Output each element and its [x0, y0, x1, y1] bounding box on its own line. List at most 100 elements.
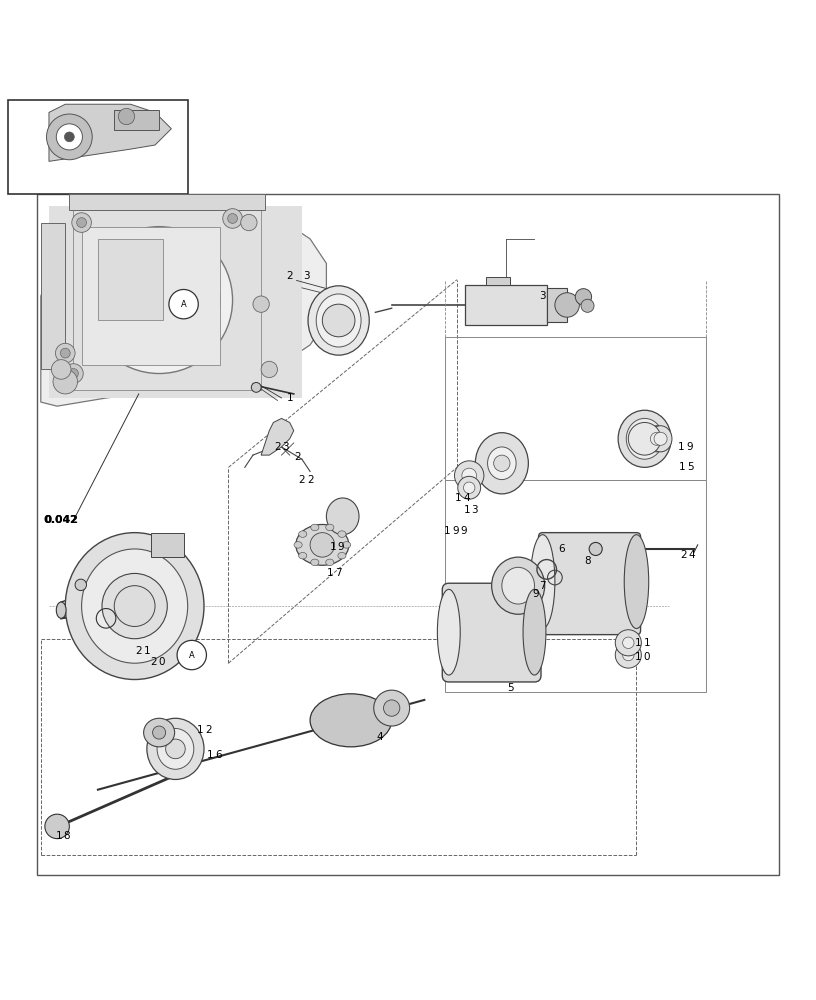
- Polygon shape: [486, 277, 510, 285]
- Circle shape: [51, 360, 71, 379]
- Bar: [547, 288, 567, 322]
- Circle shape: [64, 132, 74, 142]
- Bar: [445, 337, 706, 480]
- Ellipse shape: [523, 589, 546, 675]
- Ellipse shape: [627, 418, 663, 459]
- Text: 3: 3: [539, 291, 546, 301]
- Bar: [69, 194, 265, 210]
- Text: 2: 2: [307, 475, 313, 485]
- Polygon shape: [41, 194, 326, 406]
- Text: 1: 1: [635, 638, 641, 648]
- Text: 7: 7: [335, 568, 342, 578]
- Ellipse shape: [316, 294, 361, 347]
- Text: 1: 1: [455, 493, 462, 503]
- Ellipse shape: [487, 447, 516, 480]
- Circle shape: [628, 422, 661, 455]
- Circle shape: [47, 114, 92, 160]
- Text: 0: 0: [158, 657, 165, 667]
- Ellipse shape: [295, 524, 349, 565]
- Text: 2: 2: [135, 646, 142, 656]
- Text: A: A: [188, 651, 195, 660]
- Bar: [82, 227, 220, 365]
- Text: 1: 1: [144, 646, 150, 656]
- Text: 9: 9: [533, 589, 539, 599]
- Text: 2: 2: [286, 271, 293, 281]
- Ellipse shape: [308, 286, 369, 355]
- Circle shape: [374, 690, 410, 726]
- Text: 6: 6: [558, 544, 565, 554]
- Bar: [8, 100, 188, 194]
- Circle shape: [261, 361, 277, 378]
- Circle shape: [69, 369, 78, 378]
- Ellipse shape: [310, 694, 392, 747]
- Ellipse shape: [65, 533, 204, 680]
- Circle shape: [589, 542, 602, 555]
- Circle shape: [458, 476, 481, 499]
- Text: 1: 1: [286, 393, 293, 403]
- Text: 1: 1: [330, 542, 336, 552]
- Text: 1: 1: [55, 831, 62, 841]
- Circle shape: [228, 214, 237, 223]
- Circle shape: [169, 289, 198, 319]
- Text: 3: 3: [303, 271, 309, 281]
- Ellipse shape: [82, 549, 188, 663]
- Ellipse shape: [147, 718, 204, 779]
- Ellipse shape: [437, 589, 460, 675]
- Text: 0: 0: [644, 652, 650, 662]
- Bar: [41, 223, 65, 369]
- Bar: [49, 206, 302, 398]
- Circle shape: [581, 299, 594, 312]
- Text: 3: 3: [282, 442, 289, 452]
- Ellipse shape: [491, 557, 545, 614]
- Ellipse shape: [338, 552, 346, 559]
- Text: 1: 1: [463, 505, 470, 515]
- Circle shape: [153, 726, 166, 739]
- Circle shape: [462, 468, 477, 483]
- Ellipse shape: [311, 524, 319, 531]
- Ellipse shape: [645, 426, 668, 452]
- Circle shape: [615, 642, 641, 668]
- Bar: [37, 194, 779, 875]
- Circle shape: [98, 239, 220, 361]
- FancyBboxPatch shape: [539, 533, 641, 635]
- Ellipse shape: [343, 542, 351, 548]
- Circle shape: [654, 432, 667, 445]
- Circle shape: [251, 382, 261, 392]
- Circle shape: [241, 214, 257, 231]
- Text: A: A: [180, 300, 187, 309]
- Text: 1: 1: [444, 526, 450, 536]
- Circle shape: [72, 213, 91, 232]
- Circle shape: [53, 369, 78, 394]
- Circle shape: [45, 814, 69, 839]
- Ellipse shape: [157, 728, 194, 769]
- Text: 2: 2: [295, 452, 301, 462]
- Text: 1: 1: [678, 442, 685, 452]
- Circle shape: [177, 640, 206, 670]
- Text: 8: 8: [584, 556, 591, 566]
- Circle shape: [60, 348, 70, 358]
- Ellipse shape: [299, 552, 307, 559]
- Text: 2: 2: [150, 657, 157, 667]
- Bar: [445, 480, 706, 692]
- Ellipse shape: [294, 542, 302, 548]
- Ellipse shape: [530, 535, 555, 629]
- Circle shape: [77, 218, 86, 227]
- Text: 1: 1: [327, 568, 334, 578]
- Ellipse shape: [299, 531, 307, 537]
- Circle shape: [56, 124, 82, 150]
- Circle shape: [623, 637, 634, 649]
- Circle shape: [455, 461, 484, 490]
- Circle shape: [322, 304, 355, 337]
- Bar: [98, 239, 163, 320]
- Text: 1: 1: [197, 725, 203, 735]
- Ellipse shape: [326, 498, 359, 535]
- Circle shape: [555, 293, 579, 317]
- Circle shape: [86, 227, 233, 374]
- Text: 0.042: 0.042: [45, 515, 78, 525]
- Text: 4: 4: [376, 732, 383, 742]
- Ellipse shape: [326, 559, 334, 566]
- Text: 8: 8: [64, 831, 70, 841]
- Text: 0.042: 0.042: [43, 515, 79, 525]
- Text: 7: 7: [539, 581, 546, 591]
- Circle shape: [253, 296, 269, 312]
